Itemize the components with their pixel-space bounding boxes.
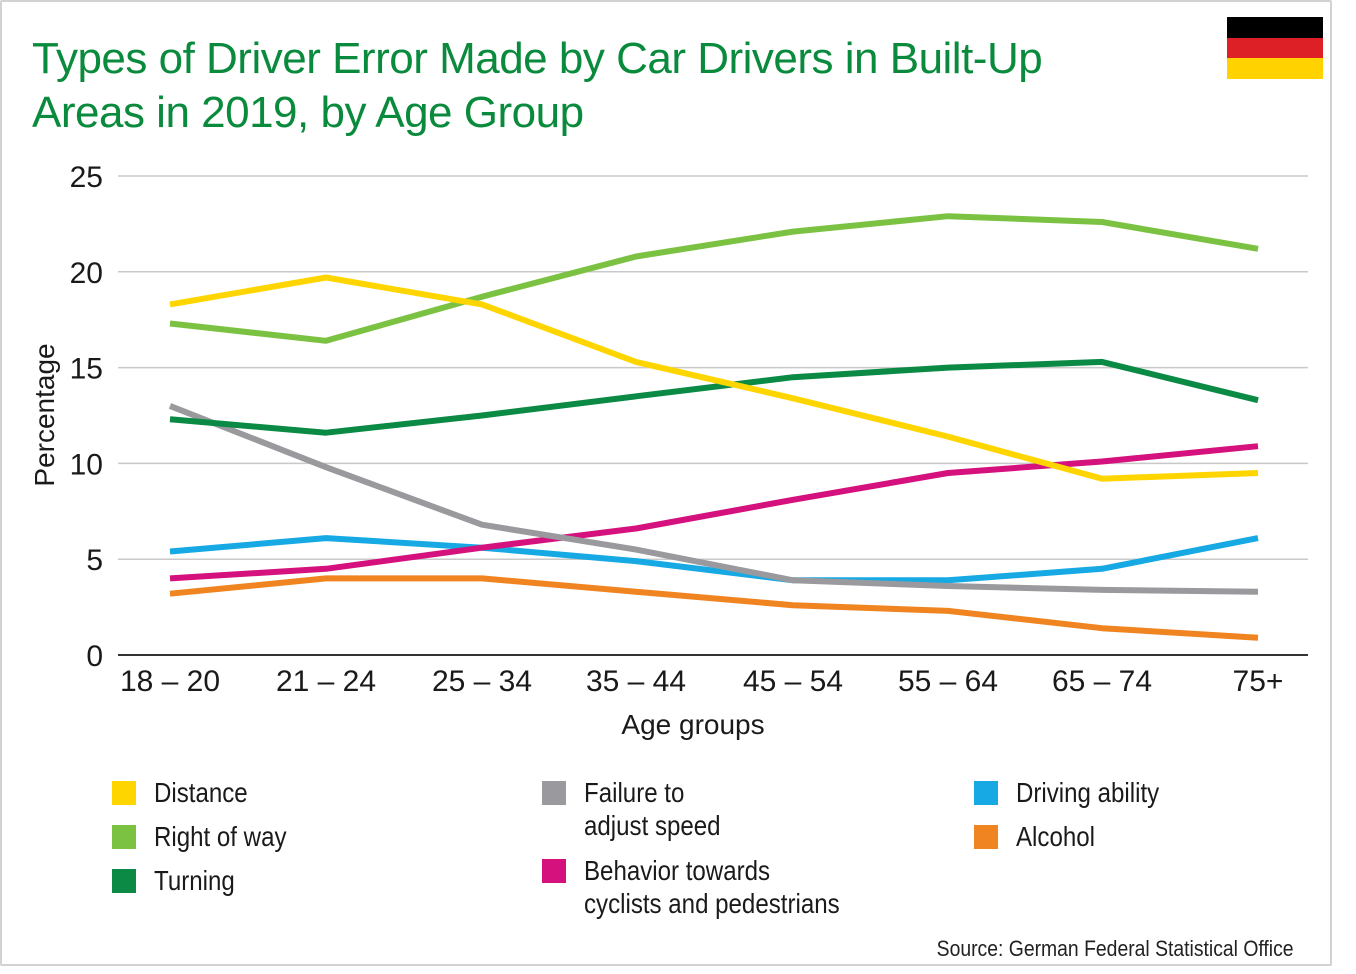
series-line-right-of-way (169, 213, 1259, 344)
flag-stripe-black (1227, 17, 1323, 38)
legend-item: Right of way (112, 820, 308, 853)
flag-stripe-gold (1227, 58, 1323, 79)
y-tick-label: 25 (70, 161, 103, 194)
x-tick-label: 21 – 24 (276, 665, 376, 698)
legend-swatch (112, 781, 136, 805)
chart-title: Types of Driver Error Made by Car Driver… (32, 34, 1043, 137)
flag-stripe-red (1227, 37, 1323, 59)
x-tick-label: 25 – 34 (432, 665, 532, 698)
legend-label: Driving ability (1016, 777, 1160, 808)
x-tick-label: 45 – 54 (743, 665, 843, 698)
legend-item: Distance (112, 776, 263, 809)
series-line-distance (169, 274, 1259, 482)
y-axis-ticks: 0 5 10 15 20 25 (70, 161, 103, 673)
y-axis-label: Percentage (29, 343, 60, 486)
y-tick-label: 15 (70, 353, 103, 386)
source-note: Source: German Federal Statistical Offic… (937, 936, 1294, 961)
x-axis-label: Age groups (621, 709, 764, 740)
series-line-behavior-towards-cyclists-and-pedestrians (169, 443, 1259, 582)
legend-item: Failure to adjust speed (542, 776, 743, 842)
legend-swatch (542, 781, 566, 805)
legend-item: Driving ability (974, 776, 1183, 809)
legend-label: Failure to adjust speed (584, 777, 721, 841)
series-lines (168, 213, 1259, 641)
legend-label: Alcohol (1016, 821, 1095, 852)
legend-item: Behavior towards cyclists and pedestrian… (542, 854, 881, 920)
y-tick-label: 20 (70, 257, 103, 290)
legend-swatch (112, 825, 136, 849)
legend-item: Alcohol (974, 820, 1108, 853)
chart-frame: Types of Driver Error Made by Car Driver… (0, 0, 1332, 966)
line-chart: 0 5 10 15 20 25 18 – 20 21 – 24 25 – 34 35 – 44 4… (29, 161, 1308, 740)
legend-swatch (542, 859, 566, 883)
y-tick-label: 5 (86, 544, 103, 577)
legend-label: Behavior towards cyclists and pedestrian… (584, 855, 840, 919)
x-tick-label: 65 – 74 (1052, 665, 1152, 698)
series-line-turning (169, 358, 1259, 436)
legend-swatch (974, 781, 998, 805)
y-tick-label: 0 (86, 640, 103, 673)
x-tick-label: 75+ (1233, 665, 1284, 698)
legend-item: Turning (112, 864, 248, 897)
legend-swatch (974, 825, 998, 849)
series-line-alcohol (169, 575, 1259, 641)
legend-swatch (112, 869, 136, 893)
legend-label: Right of way (154, 821, 287, 852)
x-axis-ticks: 18 – 20 21 – 24 25 – 34 35 – 44 45 – 54 55 – … (120, 665, 1283, 698)
legend-label: Distance (154, 777, 248, 808)
series-line-driving-ability (169, 535, 1259, 584)
legend-label: Turning (154, 865, 235, 896)
y-tick-label: 10 (70, 448, 103, 481)
x-tick-label: 35 – 44 (586, 665, 686, 698)
germany-flag-icon (1227, 17, 1323, 79)
x-tick-label: 55 – 64 (898, 665, 998, 698)
x-tick-label: 18 – 20 (120, 665, 220, 698)
series-line-failure-to-adjust-speed (168, 403, 1259, 595)
